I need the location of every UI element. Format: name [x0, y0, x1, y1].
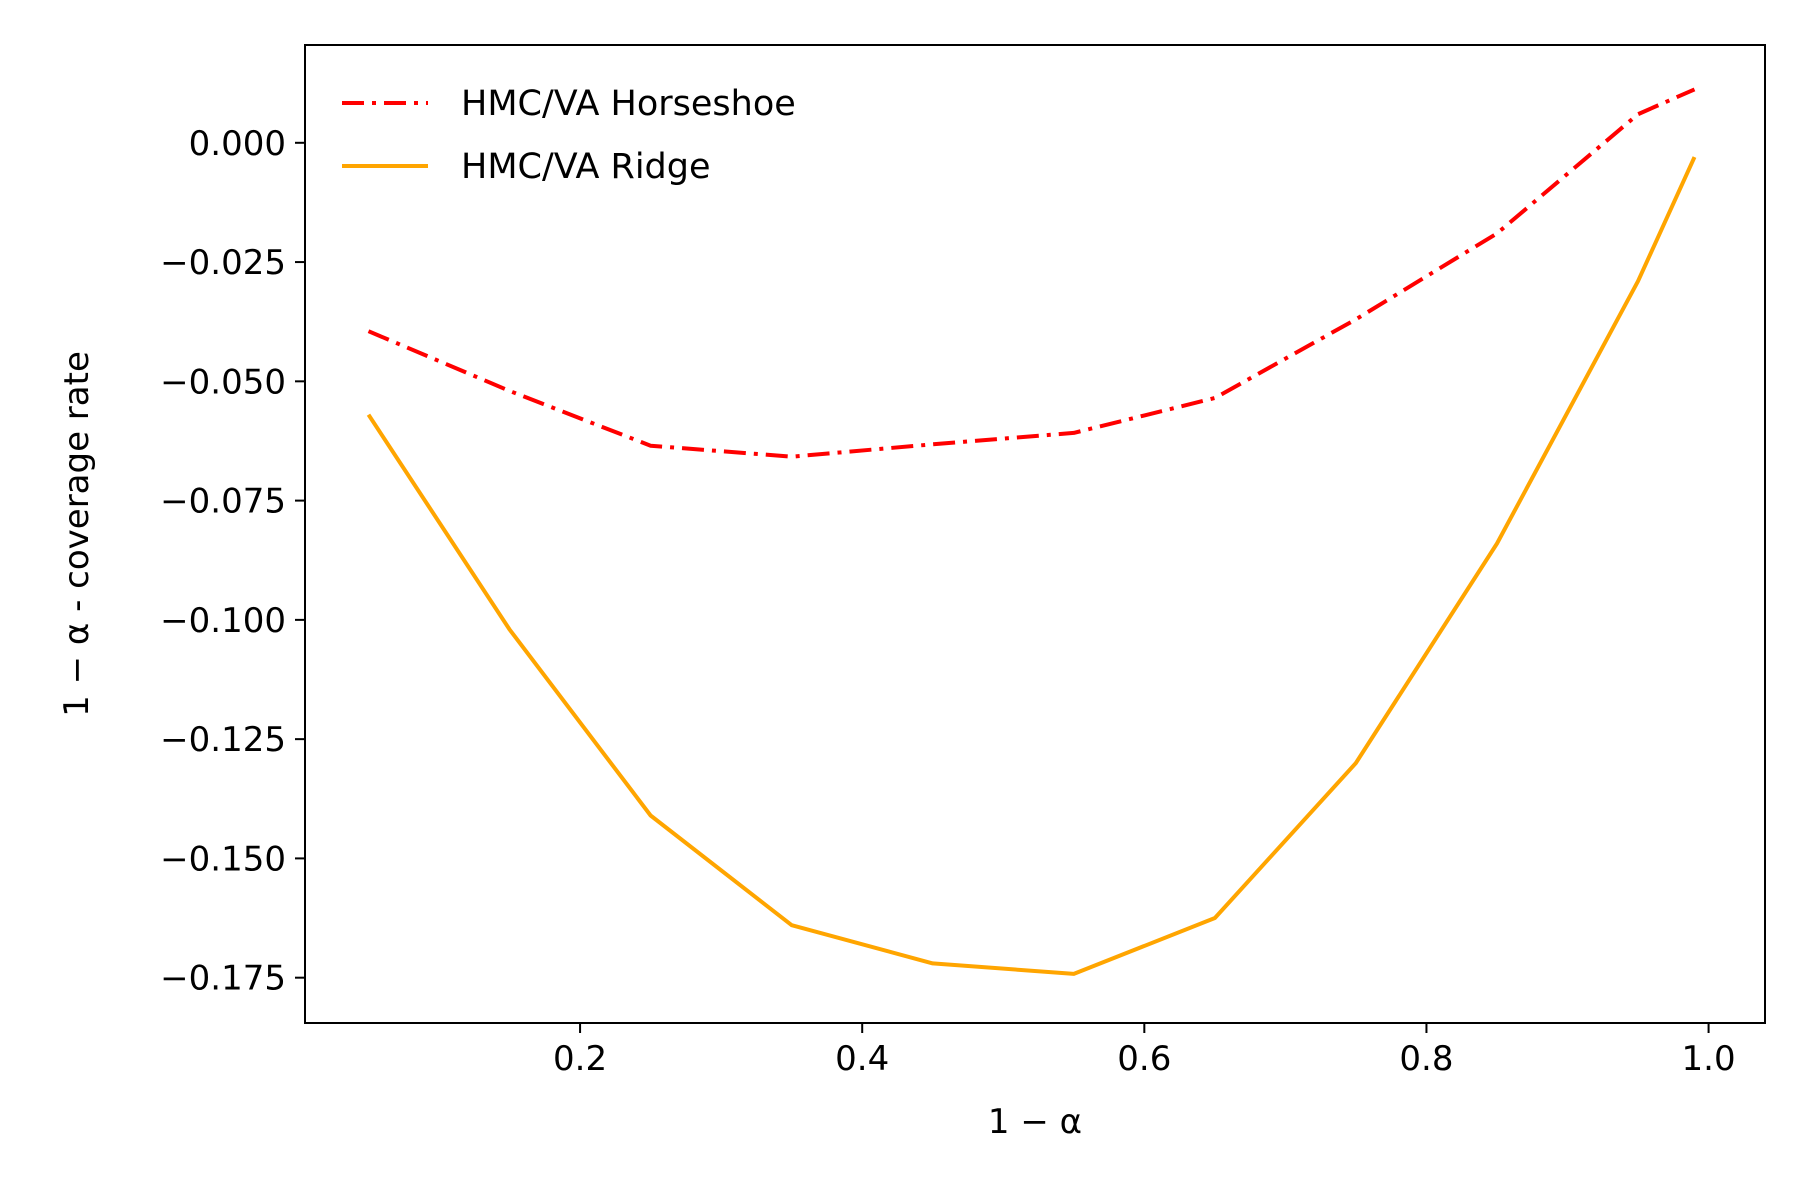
series-line-0 [367, 87, 1696, 459]
y-tick-label: −0.175 [160, 959, 286, 999]
x-tick-label: 1.0 [1682, 1039, 1736, 1079]
y-tick-label: −0.075 [160, 482, 286, 522]
y-tick-label: −0.050 [160, 362, 286, 402]
y-tick-label: 0.000 [189, 124, 286, 164]
x-tick-label: 0.4 [835, 1039, 889, 1079]
legend-label-horseshoe: HMC/VA Horseshoe [461, 84, 796, 124]
x-tick-label: 0.2 [553, 1039, 607, 1079]
x-axis: 0.2 0.4 0.6 0.8 1.0 [553, 1023, 1736, 1079]
x-tick-label: 0.6 [1117, 1039, 1171, 1079]
legend: HMC/VA Horseshoe HMC/VA Ridge [342, 84, 796, 187]
x-axis-label: 1 − α [988, 1102, 1082, 1142]
y-tick-label: −0.150 [160, 839, 286, 879]
plot-area-frame [304, 44, 1766, 1024]
y-tick-label: −0.100 [160, 601, 286, 641]
y-tick-label: −0.125 [160, 720, 286, 760]
series-layer [366, 87, 1697, 976]
legend-label-ridge: HMC/VA Ridge [461, 147, 711, 187]
series-line-1 [366, 156, 1697, 976]
x-tick-label: 0.8 [1399, 1039, 1453, 1079]
y-axis: 0.000 −0.025 −0.050 −0.075 −0.100 −0.125 −0.15… [160, 124, 305, 999]
y-tick-label: −0.025 [160, 243, 286, 283]
y-axis-label: 1 − α - coverage rate [57, 351, 97, 717]
